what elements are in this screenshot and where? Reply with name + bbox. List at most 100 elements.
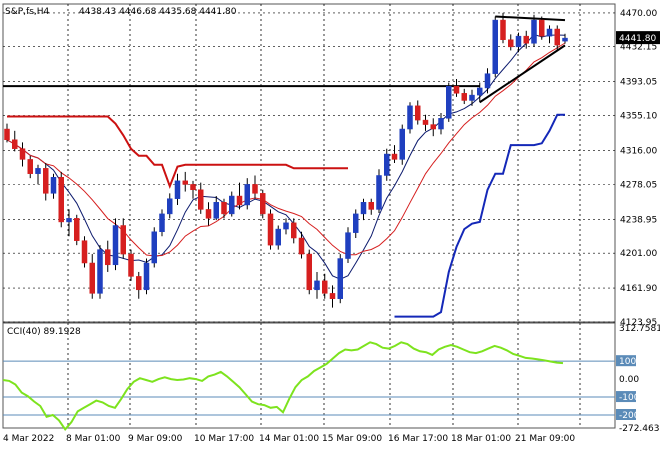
time-tick-label: 4 Mar 2022	[3, 434, 54, 444]
cci-level-marker	[616, 355, 636, 367]
candle-body	[182, 180, 188, 185]
candle-body	[384, 153, 390, 176]
candle-body	[360, 202, 367, 215]
candle-body	[120, 225, 126, 255]
cci-tick-label: 0.00	[619, 375, 639, 385]
candle-body	[322, 280, 328, 294]
cci-tick-label: 100	[619, 357, 636, 367]
current-price-label: 4441.80	[619, 34, 656, 44]
candle-body	[345, 232, 351, 259]
price-tick-label: 4393.05	[620, 78, 657, 88]
cci-tick-label: -272.4632	[619, 424, 660, 434]
lower-channel-stop	[394, 113, 565, 318]
candle-body	[143, 262, 150, 291]
candle-body	[97, 249, 103, 294]
candle-body	[306, 253, 312, 291]
channel-stops	[7, 113, 565, 318]
candle-body	[353, 213, 359, 233]
candle-body	[213, 202, 219, 219]
price-tick-label: 4238.95	[620, 215, 657, 225]
time-tick-label: 15 Mar 09:00	[322, 434, 382, 444]
chart-symbol: S&P,fs,H4	[5, 7, 50, 17]
candle-body	[531, 19, 537, 44]
candle-body	[58, 177, 64, 223]
candle-body	[89, 262, 95, 294]
candle-body	[275, 228, 281, 246]
upper-trendline	[495, 15, 566, 22]
time-axis: 4 Mar 2022 8 Mar 01:00 9 Mar 09:00 10 Mar 1…	[3, 434, 575, 444]
candle-body	[376, 175, 382, 210]
candle-body	[407, 105, 413, 130]
candle-body	[492, 19, 498, 74]
candle-body	[252, 184, 258, 194]
candle-body	[415, 105, 421, 121]
candle-body	[291, 222, 297, 239]
time-tick-label: 10 Mar 17:00	[194, 434, 254, 444]
candle-body	[368, 202, 374, 210]
price-tick-label: 4316.00	[620, 146, 657, 156]
lower-trendline	[479, 44, 566, 104]
candle-body	[430, 124, 436, 130]
candle-body	[539, 19, 545, 37]
cci-line	[2, 341, 564, 432]
candle-body	[484, 73, 491, 89]
candle-body	[554, 28, 560, 46]
candle-body	[477, 87, 483, 96]
cci-panel-frame	[2, 322, 616, 429]
cci-tick-label: 312.7581	[619, 324, 660, 334]
candle-body	[35, 168, 41, 174]
candle-body	[66, 218, 72, 223]
candle-body	[337, 258, 343, 299]
candle-body	[136, 276, 142, 291]
candle-body	[128, 253, 134, 277]
candle-body	[314, 280, 320, 291]
time-tick-label: 8 Mar 01:00	[66, 434, 121, 444]
candle-body	[267, 213, 274, 246]
price-tick-label: 4201.00	[620, 249, 657, 259]
time-tick-label: 9 Mar 09:00	[128, 434, 183, 444]
candle-body	[112, 225, 119, 266]
chart-ohlc: 4438.43 4446.68 4435.68 4441.80	[79, 7, 237, 17]
candle-body	[469, 94, 475, 101]
candle-body	[12, 139, 18, 149]
cci-tick-label: -200	[619, 411, 640, 421]
cci-title: CCI(40) 89.1928	[7, 327, 81, 337]
price-tick-label: 4123.95	[620, 318, 657, 328]
candle-body	[50, 177, 57, 194]
candle-body	[4, 128, 10, 141]
candle-body	[329, 293, 336, 299]
candle-body	[27, 159, 33, 174]
price-tick-label: 4278.05	[620, 180, 657, 190]
candle-body	[515, 35, 522, 48]
candle-body	[198, 189, 204, 210]
price-tick-label: 4470.00	[620, 9, 657, 19]
cci-level-marker	[616, 408, 636, 420]
cci-panel: CCI(40) 89.1928 312.7581 100 0.00 -100 -200 -2…	[2, 324, 660, 434]
price-axis: 4470.00 4432.15 4393.05 4355.10 4316.00 4278.…	[616, 9, 660, 328]
candle-body	[236, 195, 243, 206]
candle-body	[105, 249, 111, 266]
time-tick-label: 16 Mar 17:00	[388, 434, 448, 444]
candle-body	[283, 222, 289, 230]
candle-body	[399, 128, 405, 160]
price-tick-label: 4432.15	[620, 43, 657, 53]
candle-body	[244, 184, 250, 206]
candle-body	[523, 35, 529, 44]
candle-body	[43, 168, 49, 194]
candle-body	[151, 231, 157, 264]
candle-body	[229, 195, 235, 215]
candle-body	[446, 85, 452, 119]
candle-body	[81, 240, 88, 264]
candle-body	[500, 19, 506, 40]
candle-body	[74, 218, 80, 241]
candle-body	[546, 28, 553, 37]
trendlines	[3, 15, 566, 104]
candle-body	[159, 213, 165, 232]
time-tick-label: 18 Mar 01:00	[451, 434, 511, 444]
cci-tick-label: -100	[619, 393, 640, 403]
candle-body	[174, 180, 181, 199]
cci-level-marker	[616, 391, 636, 403]
candle-body	[508, 39, 514, 48]
upper-channel-stop	[7, 115, 348, 190]
candle-body	[453, 85, 460, 94]
